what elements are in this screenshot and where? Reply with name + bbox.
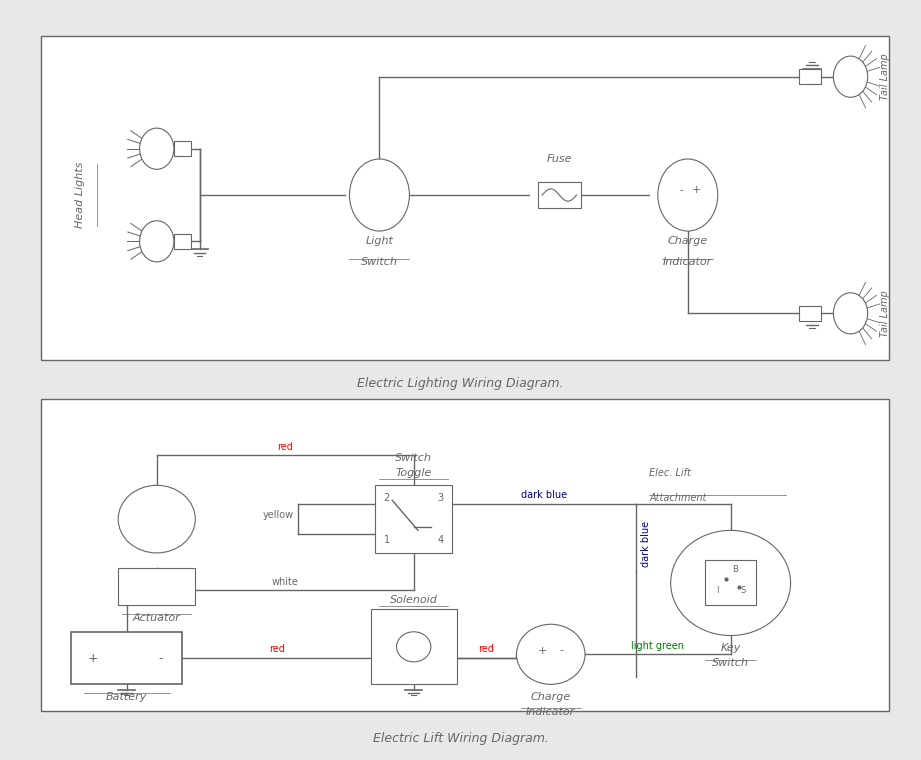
Text: 3: 3 xyxy=(437,492,444,503)
Text: Solenoid: Solenoid xyxy=(390,596,437,606)
Text: B: B xyxy=(732,565,738,575)
Circle shape xyxy=(118,486,195,553)
Text: I: I xyxy=(717,586,719,595)
Bar xyxy=(118,568,195,606)
Text: Light: Light xyxy=(366,236,393,246)
Text: dark blue: dark blue xyxy=(641,521,651,567)
Text: light green: light green xyxy=(631,641,684,651)
Text: 1: 1 xyxy=(384,535,390,546)
Text: Electric Lighting Wiring Diagram.: Electric Lighting Wiring Diagram. xyxy=(357,377,564,391)
Text: Attachment: Attachment xyxy=(649,492,706,503)
Bar xyxy=(375,486,452,553)
Text: Head Lights: Head Lights xyxy=(75,162,85,228)
Circle shape xyxy=(397,632,431,662)
Circle shape xyxy=(658,159,717,231)
Text: Key: Key xyxy=(720,643,740,653)
Circle shape xyxy=(670,530,790,635)
Bar xyxy=(174,233,191,249)
Text: Switch: Switch xyxy=(361,257,398,267)
Text: Charge: Charge xyxy=(668,236,708,246)
Text: 4: 4 xyxy=(437,535,444,546)
Bar xyxy=(371,610,457,684)
Circle shape xyxy=(517,624,585,684)
Text: red: red xyxy=(277,442,293,451)
Circle shape xyxy=(140,220,174,262)
Text: yellow: yellow xyxy=(262,511,294,521)
Text: +: + xyxy=(692,185,701,195)
Text: dark blue: dark blue xyxy=(521,490,567,500)
Text: Charge: Charge xyxy=(530,692,571,702)
Text: Switch: Switch xyxy=(395,453,432,463)
Circle shape xyxy=(349,159,410,231)
Bar xyxy=(538,182,581,208)
Circle shape xyxy=(834,293,868,334)
Bar xyxy=(799,69,821,84)
Text: Battery: Battery xyxy=(106,692,147,702)
Text: Fuse: Fuse xyxy=(546,154,572,164)
Bar xyxy=(71,632,182,684)
Text: -: - xyxy=(158,651,163,664)
Text: red: red xyxy=(269,644,285,654)
Text: +: + xyxy=(538,645,547,656)
Text: Electric Lift Wiring Diagram.: Electric Lift Wiring Diagram. xyxy=(373,732,548,746)
Text: Tail Lamp: Tail Lamp xyxy=(880,53,890,100)
Circle shape xyxy=(140,128,174,169)
Text: S: S xyxy=(740,586,746,595)
Text: Indicator: Indicator xyxy=(663,257,713,267)
Bar xyxy=(799,306,821,321)
Bar xyxy=(705,560,756,606)
Text: Toggle: Toggle xyxy=(395,468,432,478)
Text: Tail Lamp: Tail Lamp xyxy=(880,290,890,337)
Text: +: + xyxy=(87,651,98,664)
Text: white: white xyxy=(272,577,298,587)
Text: 2: 2 xyxy=(384,492,390,503)
Text: Elec. Lift: Elec. Lift xyxy=(649,468,691,478)
Bar xyxy=(174,141,191,157)
Text: Indicator: Indicator xyxy=(526,707,576,717)
Text: -: - xyxy=(680,185,683,195)
Text: Switch: Switch xyxy=(712,658,749,668)
Text: Actuator: Actuator xyxy=(133,613,181,623)
Text: -: - xyxy=(559,645,564,656)
Text: red: red xyxy=(479,644,495,654)
Circle shape xyxy=(834,56,868,97)
